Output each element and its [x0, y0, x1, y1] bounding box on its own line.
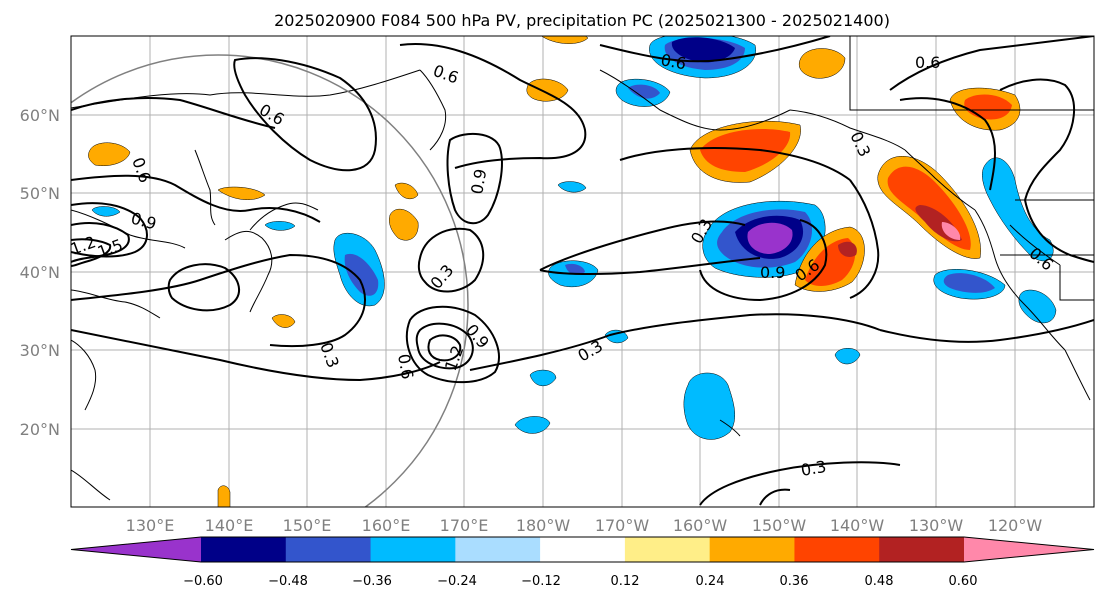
colorbar: [70, 536, 1095, 563]
contour-label: 0.9: [467, 167, 490, 195]
colorbar-swatch: [370, 537, 456, 562]
colorbar-tick-label: 0.48: [865, 574, 894, 589]
precip-shading: [88, 36, 1057, 507]
pv-contours: [71, 36, 1094, 506]
colorbar-extend-high: [964, 537, 1094, 562]
colorbar-swatch: [201, 537, 287, 562]
lon-label: 130°E: [126, 516, 175, 535]
colorbar-tick-label: 0.24: [696, 574, 725, 589]
coastlines: [71, 36, 1094, 501]
radius-circle: [71, 54, 469, 507]
map-frame: [70, 35, 1095, 508]
latitude-labels: 60°N 50°N 40°N 30°N 20°N: [20, 106, 60, 439]
contour-label: 0.6: [659, 50, 687, 73]
colorbar-outline: [70, 536, 1095, 563]
colorbar-tick-label: −0.48: [268, 574, 308, 589]
lon-label: 130°W: [909, 516, 964, 535]
lon-label: 140°E: [205, 516, 254, 535]
lat-label: 30°N: [20, 341, 60, 360]
colorbar-swatch: [285, 537, 372, 562]
contour-label: 0.9: [760, 263, 785, 282]
colorbar-tick-label: 0.60: [949, 574, 978, 589]
contour-label: 0.6: [394, 352, 417, 380]
colorbar-swatch: [709, 537, 795, 562]
lon-label: 160°W: [673, 516, 728, 535]
colorbar-swatch: [794, 537, 880, 562]
colorbar-swatch: [540, 537, 626, 562]
lon-label: 180°W: [516, 516, 571, 535]
colorbar-swatch: [455, 537, 541, 562]
colorbar-tick-label: −0.60: [183, 574, 223, 589]
lat-label: 50°N: [20, 184, 60, 203]
lon-label: 150°E: [283, 516, 332, 535]
contour-label: 0.3: [799, 457, 827, 480]
longitude-labels: 130°E 140°E 150°E 160°E 170°E 180°W 170°…: [126, 516, 1043, 535]
colorbar-tick-label: 0.36: [780, 574, 809, 589]
lat-label: 60°N: [20, 106, 60, 125]
colorbar-tick-label: −0.36: [352, 574, 392, 589]
colorbar-tick-label: −0.12: [521, 574, 561, 589]
lon-label: 140°W: [830, 516, 885, 535]
lat-label: 40°N: [20, 263, 60, 282]
lon-label: 170°W: [595, 516, 650, 535]
colorbar-swatch: [624, 537, 711, 562]
lon-label: 150°W: [752, 516, 807, 535]
colorbar-swatch: [879, 537, 965, 562]
colorbar-extend-low: [71, 537, 201, 562]
lat-label: 20°N: [20, 420, 60, 439]
colorbar-tick-label: 0.12: [611, 574, 640, 589]
map-title: 2025020900 F084 500 hPa PV, precipitatio…: [274, 11, 890, 30]
colorbar-tick-labels: −0.60 −0.48 −0.36 −0.24 −0.12 0.12 0.24 …: [183, 574, 977, 589]
lon-label: 160°E: [362, 516, 411, 535]
lon-label: 120°W: [988, 516, 1043, 535]
contour-label: 0.6: [915, 53, 940, 72]
colorbar-tick-label: −0.24: [437, 574, 477, 589]
lon-label: 170°E: [440, 516, 489, 535]
